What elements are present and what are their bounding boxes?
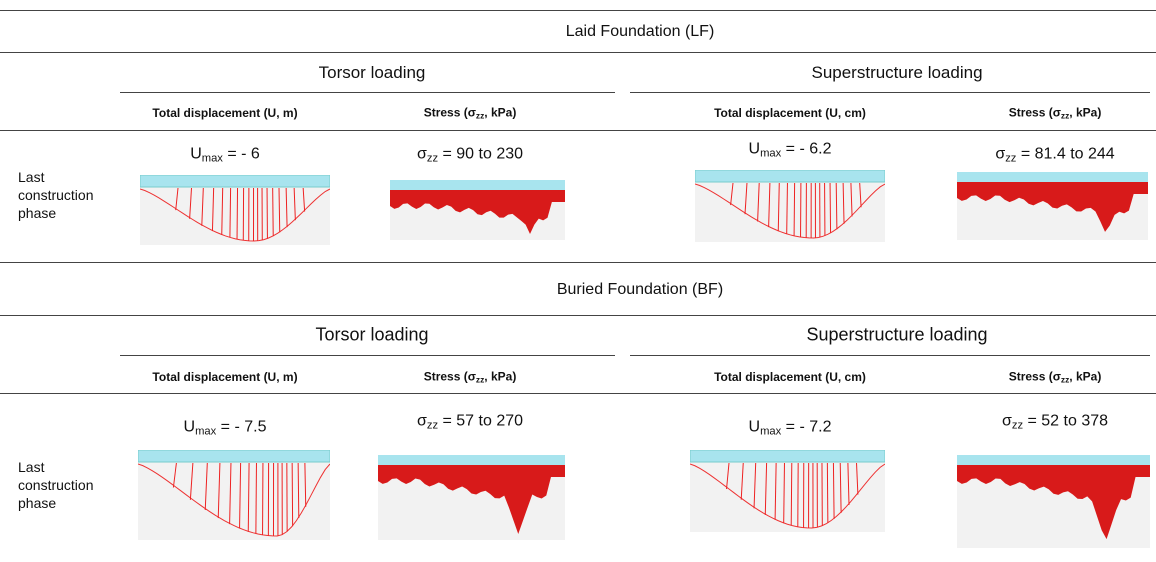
- row-label: Last construction phase: [18, 459, 94, 511]
- header-subscript: zz: [475, 110, 485, 121]
- stress-plot: [378, 455, 565, 540]
- displacement-plot: [695, 170, 885, 242]
- group-title: Torsor loading: [318, 63, 426, 82]
- value-subscript: max: [201, 152, 223, 165]
- header-text: , kPa): [1069, 369, 1102, 384]
- value-subscript: max: [195, 425, 217, 438]
- section-title: Laid Foundation (LF): [565, 23, 715, 40]
- column-header: Stress (σzz, kPa): [424, 105, 517, 120]
- column-header: Total displacement (U, cm): [714, 106, 866, 120]
- value-symbol: U: [183, 418, 196, 436]
- value-symbol: U: [190, 145, 202, 163]
- value-text: = - 7.5: [216, 418, 267, 436]
- value-symbol: U: [748, 418, 761, 436]
- stress-plot: [957, 172, 1148, 240]
- value-text: = 57 to 270: [438, 412, 524, 430]
- group-title: Superstructure loading: [811, 63, 983, 82]
- value-text: = 90 to 230: [438, 145, 524, 163]
- displacement-plot: [138, 450, 330, 540]
- header-text: Total displacement (U, cm): [714, 106, 866, 120]
- header-text: Total displacement (U, m): [152, 106, 298, 120]
- rule: [630, 355, 1150, 356]
- header-subscript: zz: [475, 374, 485, 385]
- result-value: Umax = - 7.2: [749, 419, 832, 438]
- value-text: = - 6: [222, 145, 260, 163]
- row-label: Last construction phase: [18, 169, 94, 221]
- header-text: , kPa): [1069, 105, 1102, 120]
- value-subscript: max: [760, 425, 782, 438]
- displacement-plot: [140, 175, 330, 245]
- result-value: Umax = - 6: [190, 146, 260, 165]
- rule: [120, 355, 615, 356]
- value-text: = 52 to 378: [1023, 412, 1109, 430]
- rule: [0, 315, 1156, 316]
- column-header: Total displacement (U, m): [152, 370, 297, 384]
- value-text: = - 6.2: [781, 140, 832, 158]
- column-header: Stress (σzz, kPa): [1009, 369, 1102, 384]
- value-subscript: zz: [426, 152, 439, 165]
- stress-plot: [390, 180, 565, 240]
- rule: [0, 52, 1156, 53]
- result-value: Umax = - 6.2: [749, 141, 832, 160]
- stress-plot: [957, 455, 1150, 548]
- value-subscript: zz: [426, 419, 439, 432]
- header-text: Stress (σ: [1008, 369, 1061, 384]
- header-text: Stress (σ: [423, 105, 476, 120]
- column-header: Total displacement (U, m): [152, 106, 297, 120]
- header-text: Stress (σ: [1008, 105, 1061, 120]
- value-symbol: σ: [995, 145, 1006, 163]
- header-subscript: zz: [1060, 374, 1070, 385]
- header-subscript: zz: [1060, 110, 1070, 121]
- result-value: σzz = 90 to 230: [417, 146, 523, 165]
- rule: [0, 262, 1156, 263]
- header-text: , kPa): [484, 105, 517, 120]
- value-symbol: σ: [416, 412, 427, 430]
- group-title: Torsor loading: [315, 324, 429, 345]
- result-value: Umax = - 7.5: [184, 419, 267, 438]
- value-text: = - 7.2: [781, 418, 832, 436]
- result-value: σzz = 52 to 378: [1002, 413, 1108, 432]
- column-header: Total displacement (U, cm): [714, 370, 866, 384]
- value-symbol: σ: [1001, 412, 1012, 430]
- rule: [630, 92, 1150, 93]
- header-text: , kPa): [484, 369, 517, 384]
- value-symbol: U: [748, 140, 761, 158]
- value-subscript: max: [760, 147, 782, 160]
- value-subscript: zz: [1011, 419, 1024, 432]
- value-symbol: σ: [416, 145, 427, 163]
- displacement-plot: [690, 450, 885, 532]
- value-subscript: zz: [1005, 152, 1017, 165]
- result-value: σzz = 57 to 270: [417, 413, 523, 432]
- rule: [0, 393, 1156, 394]
- rule: [0, 130, 1156, 131]
- group-title: Superstructure loading: [806, 324, 988, 345]
- value-text: = 81.4 to 244: [1016, 145, 1115, 163]
- rule: [0, 10, 1156, 11]
- result-value: σzz = 81.4 to 244: [995, 146, 1114, 165]
- header-text: Total displacement (U, m): [152, 370, 298, 384]
- header-text: Stress (σ: [423, 369, 476, 384]
- rule: [120, 92, 615, 93]
- column-header: Stress (σzz, kPa): [424, 369, 517, 384]
- section-title: Buried Foundation (BF): [556, 281, 724, 298]
- header-text: Total displacement (U, cm): [714, 370, 866, 384]
- column-header: Stress (σzz, kPa): [1009, 105, 1102, 120]
